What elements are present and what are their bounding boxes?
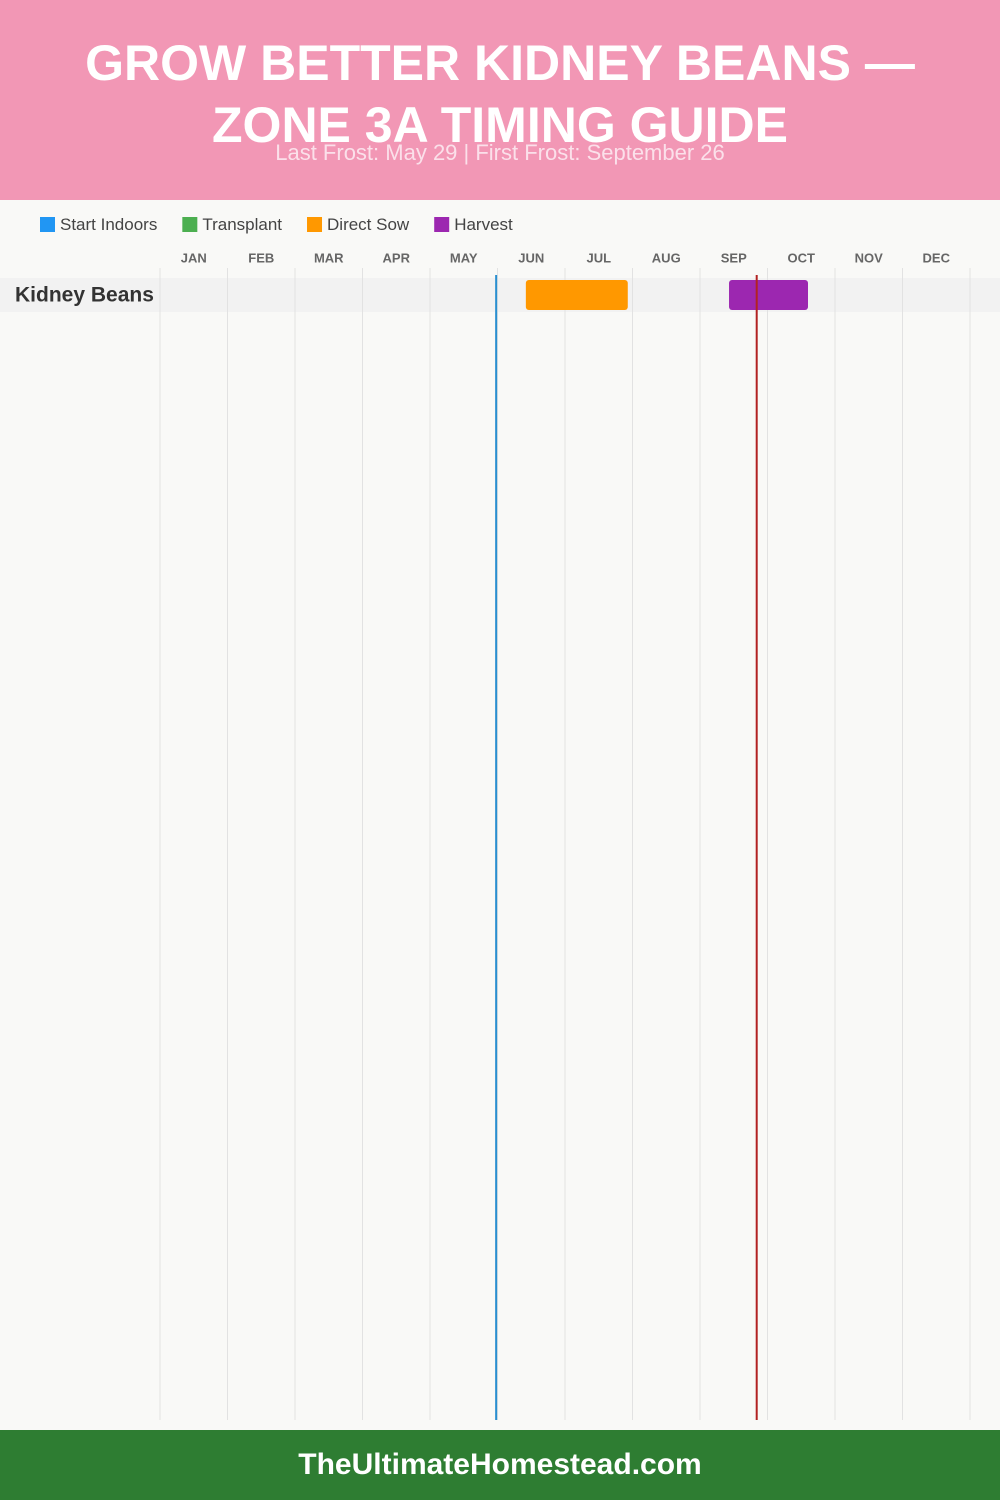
month-label: FEB (248, 250, 274, 265)
month-label: DEC (923, 250, 951, 265)
legend-swatch (40, 217, 55, 232)
chart: Start Indoors Transplant Direct Sow Harvest… (0, 215, 1000, 1420)
header: GROW BETTER KIDNEY BEANS — ZONE 3A TIMIN… (0, 0, 1000, 200)
task-bar (525, 280, 628, 310)
month-label: JUL (586, 250, 611, 265)
legend-label: Direct Sow (327, 215, 410, 234)
month-label: JUN (518, 250, 544, 265)
footer: TheUltimateHomestead.com (0, 1430, 1000, 1500)
legend-label: Start Indoors (60, 215, 157, 234)
month-label: OCT (788, 250, 816, 265)
legend-swatch (182, 217, 198, 232)
month-label: MAR (314, 250, 344, 265)
subtitle: Last Frost: May 29 | First Frost: Septem… (275, 140, 725, 165)
title: GROW BETTER KIDNEY BEANS — ZONE 3A TIMIN… (85, 35, 915, 153)
legend-swatch (307, 217, 323, 232)
month-label: SEP (721, 250, 747, 265)
month-label: APR (383, 250, 411, 265)
legend-label: Harvest (454, 215, 513, 234)
month-label: NOV (855, 250, 884, 265)
legend-label: Transplant (202, 215, 282, 234)
month-label: JAN (181, 250, 207, 265)
legend-swatch (434, 217, 450, 232)
month-label: AUG (652, 250, 681, 265)
row-label: Kidney Beans (15, 284, 154, 307)
month-label: MAY (450, 250, 478, 265)
task-bar (729, 280, 808, 310)
row-band (0, 278, 1000, 312)
